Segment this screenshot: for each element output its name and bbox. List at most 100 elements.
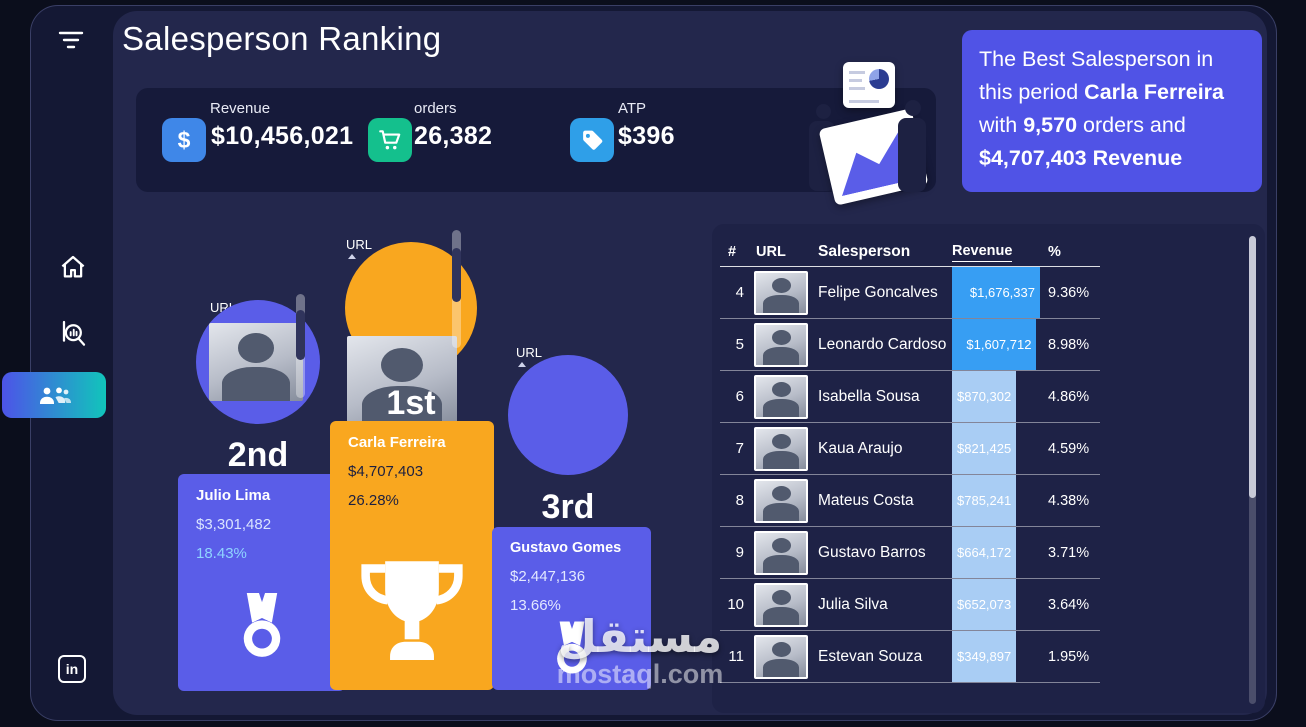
salesperson-photo — [754, 582, 808, 627]
podium-revenue-2nd: $3,301,482 — [196, 516, 272, 533]
cart-icon — [368, 118, 412, 162]
kpi-label-orders: orders — [414, 100, 457, 117]
salesperson-name: Felipe Goncalves — [818, 283, 938, 301]
table-row[interactable]: 6 Isabella Sousa $870,302 4.86% — [720, 370, 1100, 423]
row-rank: 4 — [735, 284, 744, 301]
podium-card-1st[interactable]: Carla Ferreira $4,707,403 26.28% — [330, 421, 494, 690]
row-rank: 9 — [735, 544, 744, 561]
table-row[interactable]: 10 Julia Silva $652,073 3.64% — [720, 578, 1100, 631]
revenue-bar: $1,676,337 — [952, 266, 1040, 318]
illustration-line-1 — [849, 71, 865, 74]
linkedin-icon[interactable]: in — [58, 655, 86, 683]
filter-menu-icon[interactable] — [56, 26, 86, 54]
revenue-value: $652,073 — [957, 596, 1012, 612]
podium-revenue-3rd: $2,447,136 — [510, 568, 586, 585]
home-icon[interactable] — [57, 252, 89, 282]
table-scrollbar-thumb[interactable] — [1249, 236, 1256, 498]
salesperson-photo — [754, 322, 808, 367]
revenue-bar: $821,425 — [952, 422, 1017, 474]
table-row[interactable]: 5 Leonardo Cardoso $1,607,712 8.98% — [720, 318, 1100, 371]
illustration-chart-card — [843, 62, 895, 108]
illustration-person-right-body — [898, 118, 926, 192]
podium-name-3rd: Gustavo Gomes — [510, 540, 622, 556]
dollar-glyph: $ — [177, 126, 191, 153]
illustration-person-left — [816, 104, 831, 119]
revenue-value: $785,241 — [957, 492, 1012, 508]
percent-value: 3.64% — [1048, 596, 1090, 613]
price-tag-icon — [570, 118, 614, 162]
dollar-icon: $ — [162, 118, 206, 162]
illustration-pie-chart — [869, 69, 889, 89]
rank-label-3rd: 3rd — [541, 488, 595, 526]
url-slicer-scrollbar-1st[interactable] — [452, 230, 461, 348]
row-rank: 7 — [735, 440, 744, 457]
url-slicer-caret-1st[interactable] — [348, 254, 356, 259]
sidebar-item-salesperson-ranking[interactable] — [2, 372, 106, 418]
row-rank: 8 — [735, 492, 744, 509]
medal-icon-2nd — [224, 590, 300, 671]
table-row[interactable]: 7 Kaua Araujo $821,425 4.59% — [720, 422, 1100, 475]
page-title: Salesperson Ranking — [122, 20, 442, 57]
revenue-bar: $349,897 — [952, 630, 1017, 682]
url-slicer-scrollbar-2nd[interactable] — [296, 294, 305, 398]
percent-value: 4.59% — [1048, 440, 1090, 457]
scrollbar-thumb[interactable] — [452, 248, 461, 302]
podium-card-3rd[interactable]: Gustavo Gomes $2,447,136 13.66% — [492, 527, 651, 690]
podium-revenue-1st: $4,707,403 — [348, 463, 424, 480]
salesperson-photo — [754, 270, 808, 315]
table-row[interactable]: 4 Felipe Goncalves $1,676,337 9.36% — [720, 266, 1100, 319]
salesperson-name: Estevan Souza — [818, 647, 923, 665]
header-revenue[interactable]: Revenue — [952, 243, 1013, 262]
illustration-line-3 — [849, 87, 865, 90]
best-card-revenue: $4,707,403 Revenue — [979, 146, 1183, 170]
salesperson-photo — [754, 426, 808, 471]
revenue-value: $1,607,712 — [966, 336, 1032, 352]
percent-value: 3.71% — [1048, 544, 1090, 561]
podium-circle-3rd — [508, 355, 628, 475]
salesperson-name: Kaua Araujo — [818, 439, 903, 457]
salesperson-photo — [754, 374, 808, 419]
header-salesperson[interactable]: Salesperson — [818, 243, 911, 260]
revenue-value: $664,172 — [957, 544, 1012, 560]
table-row[interactable]: 11 Estevan Souza $349,897 1.95% — [720, 630, 1100, 683]
url-slicer-label-3rd: URL — [516, 345, 543, 360]
url-slicer-caret-3rd[interactable] — [518, 362, 526, 367]
best-card-text: The Best Salesperson in this period — [979, 47, 1214, 104]
table-row[interactable]: 9 Gustavo Barros $664,172 3.71% — [720, 526, 1100, 579]
salesperson-name: Isabella Sousa — [818, 387, 920, 405]
header-url[interactable]: URL — [756, 244, 786, 260]
salesperson-photo — [754, 478, 808, 523]
podium-percent-3rd: 13.66% — [510, 597, 561, 614]
salesperson-photo — [754, 634, 808, 679]
podium-card-2nd[interactable]: Julio Lima $3,301,482 18.43% — [178, 474, 345, 691]
header-rank[interactable]: # — [728, 244, 737, 260]
best-card-text-3: orders and — [1077, 113, 1186, 137]
linkedin-label: in — [65, 661, 79, 677]
scrollbar-thumb[interactable] — [296, 310, 305, 360]
row-rank: 10 — [727, 596, 744, 613]
header-percent[interactable]: % — [1048, 244, 1061, 260]
revenue-value: $1,676,337 — [969, 284, 1035, 300]
percent-value: 4.86% — [1048, 388, 1090, 405]
best-card-orders: 9,570 — [1023, 113, 1078, 137]
percent-value: 4.38% — [1048, 492, 1090, 509]
url-slicer-label-1st: URL — [346, 237, 373, 252]
podium-name-1st: Carla Ferreira — [348, 434, 446, 451]
revenue-value: $349,897 — [957, 648, 1012, 664]
kpi-value-orders: 26,382 — [414, 122, 493, 150]
revenue-bar: $785,241 — [952, 474, 1017, 526]
kpi-bar — [136, 88, 936, 192]
rank-label-1st: 1st — [386, 384, 436, 422]
rank-label-2nd: 2nd — [227, 436, 289, 474]
trophy-icon — [351, 549, 473, 676]
salesperson-name: Mateus Costa — [818, 491, 914, 509]
revenue-value: $870,302 — [957, 388, 1012, 404]
podium-percent-1st: 26.28% — [348, 492, 399, 509]
kpi-value-atp: $396 — [618, 122, 675, 150]
report-search-icon[interactable] — [56, 318, 88, 350]
percent-value: 1.95% — [1048, 648, 1090, 665]
salesperson-name: Leonardo Cardoso — [818, 335, 947, 353]
kpi-value-revenue: $10,456,021 — [211, 122, 354, 150]
avatar-photo-1st — [347, 336, 457, 426]
table-row[interactable]: 8 Mateus Costa $785,241 4.38% — [720, 474, 1100, 527]
